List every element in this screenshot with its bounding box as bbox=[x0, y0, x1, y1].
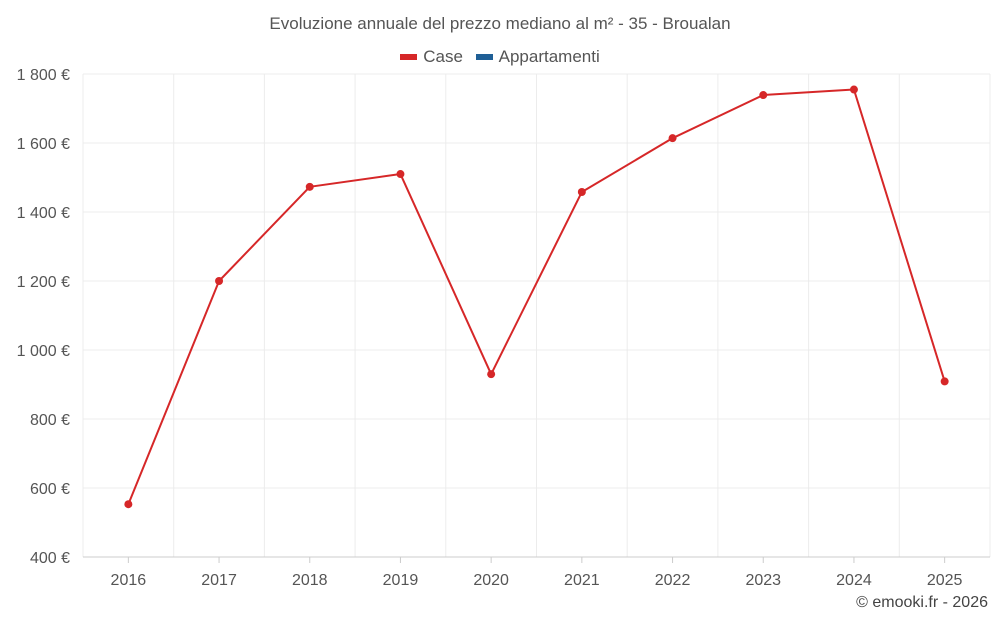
axes: 400 € 600 € 800 € 1 000 € 1 200 € 1 400 € 1 60… bbox=[17, 67, 990, 589]
x-tick-label: 2019 bbox=[383, 572, 419, 589]
x-tick-label: 2022 bbox=[655, 572, 691, 589]
x-tick-label: 2025 bbox=[927, 572, 963, 589]
y-tick-label: 1 600 € bbox=[17, 136, 70, 153]
y-tick-label: 400 € bbox=[30, 550, 70, 567]
data-point-case bbox=[124, 500, 133, 509]
y-tick-label: 1 000 € bbox=[17, 343, 70, 360]
credit: © emooki.fr - 2026 bbox=[856, 594, 988, 611]
series-line-case bbox=[127, 88, 946, 505]
legend-item-case[interactable]: Case bbox=[400, 47, 463, 67]
x-tick-label: 2018 bbox=[292, 572, 328, 589]
y-tick-label: 600 € bbox=[30, 481, 70, 498]
data-point-case bbox=[305, 182, 314, 191]
data-point-case bbox=[487, 370, 496, 379]
legend-item-appartamenti[interactable]: Appartamenti bbox=[475, 47, 600, 67]
y-tick-label: 1 800 € bbox=[17, 67, 70, 84]
data-point-case bbox=[759, 91, 768, 100]
series-case bbox=[124, 85, 949, 509]
legend: Case Appartamenti bbox=[0, 45, 1000, 67]
data-point-case bbox=[577, 187, 586, 196]
x-tick-label: 2017 bbox=[201, 572, 237, 589]
y-tick-label: 1 200 € bbox=[17, 274, 70, 291]
data-point-case bbox=[940, 377, 949, 386]
data-point-case bbox=[215, 277, 224, 285]
legend-label-appartamenti: Appartamenti bbox=[498, 47, 600, 66]
data-point-case bbox=[849, 85, 858, 94]
x-tick-label: 2023 bbox=[745, 572, 781, 589]
chart-title: Evoluzione annuale del prezzo mediano al… bbox=[269, 14, 731, 33]
legend-swatch-appartamenti bbox=[475, 54, 493, 60]
y-tick-label: 1 400 € bbox=[17, 205, 70, 222]
data-point-case bbox=[396, 170, 405, 179]
legend-swatch-case bbox=[400, 54, 418, 60]
x-tick-label: 2020 bbox=[473, 572, 509, 589]
x-tick-label: 2021 bbox=[564, 572, 600, 589]
y-tick-label: 800 € bbox=[30, 412, 70, 429]
grid bbox=[82, 73, 991, 557]
data-point-case bbox=[668, 134, 677, 143]
x-tick-label: 2024 bbox=[836, 572, 872, 589]
x-tick-label: 2016 bbox=[111, 572, 147, 589]
legend-label-case: Case bbox=[423, 47, 463, 66]
